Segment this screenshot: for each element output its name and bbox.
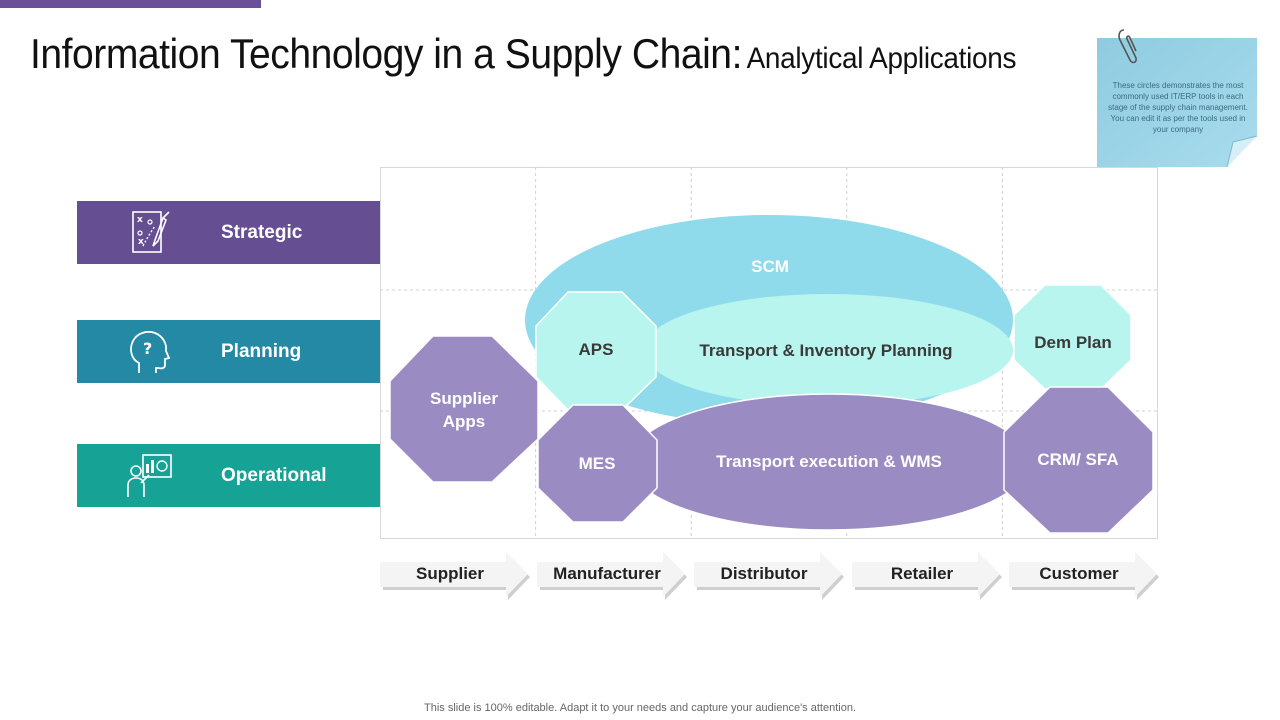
supplier-apps-label: Supplier Apps <box>429 389 498 431</box>
stage-arrow-shape <box>1009 552 1159 600</box>
stage-label: Supplier <box>415 564 484 583</box>
sticky-note: These circles demonstrates the most comm… <box>1097 38 1258 168</box>
transport-inventory-planning-ellipse <box>643 294 1013 406</box>
title-main: Information Technology in a Supply Chain <box>30 30 732 77</box>
page-title: Information Technology in a Supply Chain… <box>30 30 1016 78</box>
sticky-note-text: These circles demonstrates the most comm… <box>1108 81 1248 134</box>
svg-text:x: x <box>138 237 144 247</box>
scm-label: SCM <box>751 257 789 276</box>
category-operational: Operational <box>77 444 380 507</box>
stage-customer: Customer <box>1009 552 1159 600</box>
strategy-board-icon: x x <box>132 211 170 253</box>
stage-manufacturer: Manufacturer <box>537 552 687 600</box>
category-planning: ? Planning <box>77 320 380 383</box>
stage-arrow-shape <box>852 552 1002 600</box>
stage-label: Customer <box>1039 564 1119 583</box>
title-colon: : <box>731 30 743 77</box>
mes-label: MES <box>578 454 616 473</box>
transport-execution-wms-label: Transport execution & WMS <box>716 452 942 471</box>
stage-arrow-shape <box>380 552 530 600</box>
title-subtitle: Analytical Applications <box>746 42 1017 75</box>
footer-note: This slide is 100% editable. Adapt it to… <box>424 702 856 714</box>
svg-text:?: ? <box>143 339 152 358</box>
stage-label: Manufacturer <box>553 564 661 583</box>
category-label: Strategic <box>221 221 303 243</box>
category-label: Operational <box>221 464 327 486</box>
stage-arrow-shape <box>537 552 687 600</box>
aps-label: APS <box>578 340 614 359</box>
supplier-apps-octagon <box>389 335 539 483</box>
presenter-chart-icon <box>127 454 172 497</box>
stage-arrow-shape <box>694 552 844 600</box>
dem-plan-label: Dem Plan <box>1034 333 1112 352</box>
sticky-note-paper <box>1097 38 1258 168</box>
stage-retailer: Retailer <box>852 552 1002 600</box>
mes-octagon <box>537 404 658 523</box>
svg-text:x: x <box>137 215 143 225</box>
top-accent-bar <box>0 0 261 8</box>
crm-sfa-octagon <box>1003 386 1154 534</box>
category-strategic: x x Strategic <box>77 201 380 264</box>
head-question-icon: ? <box>130 330 171 373</box>
stage-label: Retailer <box>890 564 954 583</box>
crm-sfa-label: CRM/ SFA <box>1037 450 1119 469</box>
stage-supplier: Supplier <box>380 552 530 600</box>
category-label: Planning <box>221 340 302 362</box>
stage-distributor: Distributor <box>694 552 844 600</box>
paperclip-icon <box>1118 29 1137 64</box>
transport-inventory-planning-label: Transport & Inventory Planning <box>699 341 953 360</box>
stage-label: Distributor <box>720 564 808 583</box>
